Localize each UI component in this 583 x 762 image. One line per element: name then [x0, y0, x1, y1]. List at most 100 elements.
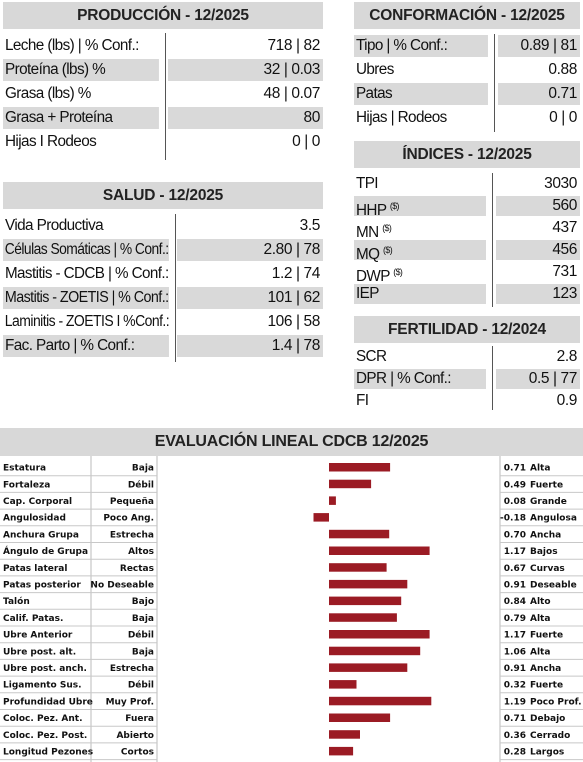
trait-high-label: Curvas	[530, 564, 565, 574]
trait-name: Ligamento Sus.	[3, 681, 82, 691]
row-value: 32 | 0.03	[168, 59, 323, 81]
conformacion-row: Tipo | % Conf.: 0.89 | 81	[354, 34, 580, 58]
trait-low-label: Pequeña	[110, 497, 154, 507]
lineal-chart: Estatura Baja 0.71 Alta Fortaleza Débil 0.49 Fu…	[0, 456, 583, 762]
trait-high-label: Alta	[530, 614, 550, 624]
row-value: 0 | 0	[292, 133, 320, 150]
trait-value: 1.17	[504, 547, 526, 557]
row-value: 3030	[544, 175, 577, 192]
trait-value: 0.32	[504, 681, 526, 691]
trait-value: 0.91	[504, 664, 526, 674]
row-value: 731	[552, 263, 577, 280]
trait-name: Patas lateral	[3, 564, 67, 574]
trait-name: Fortaleza	[3, 480, 50, 490]
trait-value: 0.79	[504, 614, 526, 624]
row-value: 0.71	[498, 83, 580, 105]
trait-name: Profundidad Ubre	[3, 697, 93, 707]
trait-bar	[329, 596, 402, 606]
row-label: Leche (lbs) | % Conf.:	[4, 37, 139, 54]
indices-divider	[492, 173, 493, 307]
fertilidad-row: FI 0.9	[354, 390, 580, 412]
trait-name: Patas posterior	[3, 580, 81, 590]
fertilidad-row: SCR 2.8	[354, 346, 580, 368]
trait-value: 1.19	[504, 697, 526, 707]
row-label: Tipo | % Conf.:	[354, 35, 488, 57]
row-label: Vida Productiva	[4, 217, 104, 234]
trait-value: 0.71	[504, 714, 526, 724]
row-label: FI	[355, 392, 369, 409]
fertilidad-title: FERTILIDAD - 12/2024	[354, 316, 580, 343]
trait-value: 0.49	[504, 480, 526, 490]
row-label: IEP	[354, 284, 486, 304]
row-label: Fac. Parto | % Conf.:	[3, 335, 169, 357]
lineal-panel: EVALUACIÓN LINEAL CDCB 12/2025 Estatura B…	[0, 428, 583, 762]
conformacion-row: Patas 0.71	[354, 82, 580, 106]
indices-title: ÍNDICES - 12/2025	[354, 141, 580, 168]
row-value: 0.89 | 81	[498, 35, 580, 57]
trait-low-label: Bajo	[132, 597, 154, 607]
trait-high-label: Ancha	[530, 530, 561, 540]
conformacion-divider	[494, 34, 495, 132]
trait-name: Calif. Patas.	[3, 614, 63, 624]
row-value: 3.5	[299, 217, 321, 234]
trait-name: Longitud Pezones	[3, 747, 93, 757]
trait-bar	[329, 546, 430, 555]
trait-bar	[329, 563, 387, 572]
salud-row: Mastitis - ZOETIS | % Conf.: 101 | 62	[3, 286, 323, 310]
trait-low-label: Baja	[132, 464, 154, 474]
trait-high-label: Fuerte	[530, 480, 563, 490]
row-label: HHP ($)	[354, 196, 486, 219]
produccion-title: PRODUCCIÓN - 12/2025	[3, 2, 323, 29]
conformacion-title: CONFORMACIÓN - 12/2025	[354, 2, 580, 29]
row-label: Ubres	[355, 61, 394, 78]
row-value: 80	[168, 107, 323, 129]
salud-row: Mastitis - CDCB | % Conf.: 1.2 | 74	[3, 262, 323, 286]
trait-low-label: Débil	[128, 630, 154, 641]
trait-value: 0.36	[504, 731, 526, 741]
trait-value: 0.70	[504, 530, 526, 540]
row-label: Hijas I Rodeos	[4, 133, 97, 150]
row-label: Proteína (lbs) %	[3, 59, 159, 81]
row-value: 437	[552, 219, 577, 236]
row-value: 0.88	[548, 61, 577, 78]
indices-row: MN ($) 437	[354, 217, 580, 242]
trait-low-label: Poco Ang.	[103, 514, 154, 524]
trait-low-label: Estrecha	[110, 530, 154, 540]
trait-high-label: Fuerte	[530, 681, 563, 691]
lineal-title: EVALUACIÓN LINEAL CDCB 12/2025	[0, 428, 583, 456]
trait-value: 1.06	[504, 647, 526, 657]
trait-value: 1.17	[504, 631, 526, 641]
produccion-row: Hijas I Rodeos 0 | 0	[3, 130, 323, 154]
indices-row: HHP ($) 560	[354, 195, 580, 219]
trait-high-label: Bajos	[530, 547, 558, 557]
trait-high-label: Deseable	[530, 580, 577, 590]
row-value: 2.8	[556, 348, 578, 365]
trait-bar	[329, 529, 390, 539]
produccion-panel: PRODUCCIÓN - 12/2025 Leche (lbs) | % Con…	[3, 2, 323, 160]
trait-name: Ubre post. alt.	[3, 647, 76, 657]
trait-high-label: Alto	[530, 597, 551, 607]
salud-row: Vida Productiva 3.5	[3, 214, 323, 238]
trait-name: Anchura Grupa	[3, 530, 79, 540]
produccion-row: Grasa + Proteína 80	[3, 106, 323, 130]
indices-panel: ÍNDICES - 12/2025 TPI 3030 HHP ($) 560 M…	[354, 141, 580, 309]
row-label: DPR | % Conf.:	[354, 369, 486, 389]
trait-bar	[329, 663, 408, 672]
trait-bar	[329, 613, 397, 622]
trait-value: 0.67	[504, 564, 526, 574]
trait-low-label: No Deseable	[90, 580, 154, 590]
trait-high-label: Angulosa	[530, 514, 577, 524]
row-label: Grasa + Proteína	[3, 107, 159, 129]
row-value: 2.80 | 78	[177, 239, 323, 261]
salud-title: SALUD - 12/2025	[3, 182, 323, 209]
trait-low-label: Débil	[128, 479, 154, 490]
row-label: MN ($)	[355, 223, 392, 242]
trait-high-label: Ancha	[530, 664, 561, 674]
row-value: 1.2 | 74	[271, 265, 321, 282]
trait-name: Angulosidad	[3, 514, 66, 524]
produccion-row: Grasa (lbs) % 48 | 0.07	[3, 82, 323, 106]
trait-bar	[329, 746, 354, 756]
trait-high-label: Largos	[530, 747, 564, 757]
conformacion-panel: CONFORMACIÓN - 12/2025 Tipo | % Conf.: 0…	[354, 2, 580, 132]
trait-high-label: Fuerte	[530, 631, 563, 641]
